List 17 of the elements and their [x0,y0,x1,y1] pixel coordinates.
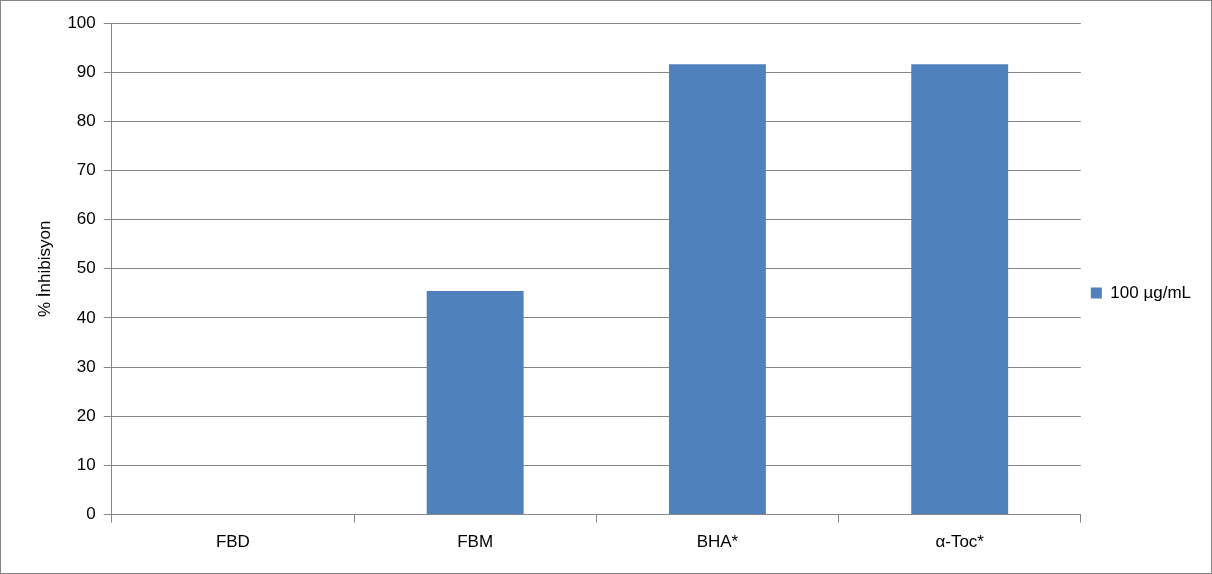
x-tick-label: BHA* [696,532,739,552]
y-tick-label: 10 [76,455,96,475]
y-tick-label: 50 [76,258,96,278]
x-tick-label: FBM [457,532,494,552]
y-tick-label: 30 [76,356,96,376]
legend-label: 100 µg/mL [1110,282,1192,302]
y-tick-label: 0 [86,504,96,524]
y-tick-label: 20 [76,405,96,425]
y-tick-label: 80 [76,111,96,131]
y-tick-label: 70 [76,160,96,180]
y-tick-label: 90 [76,61,96,81]
y-tick-label: 60 [76,209,96,229]
x-tick-label: α-Toc* [935,532,985,552]
y-tick-label: 40 [76,307,96,327]
y-tick-label: 100 [67,12,96,32]
x-tick-label: FBD [215,532,250,552]
y-axis-title: % İnhibisyon [34,220,54,317]
